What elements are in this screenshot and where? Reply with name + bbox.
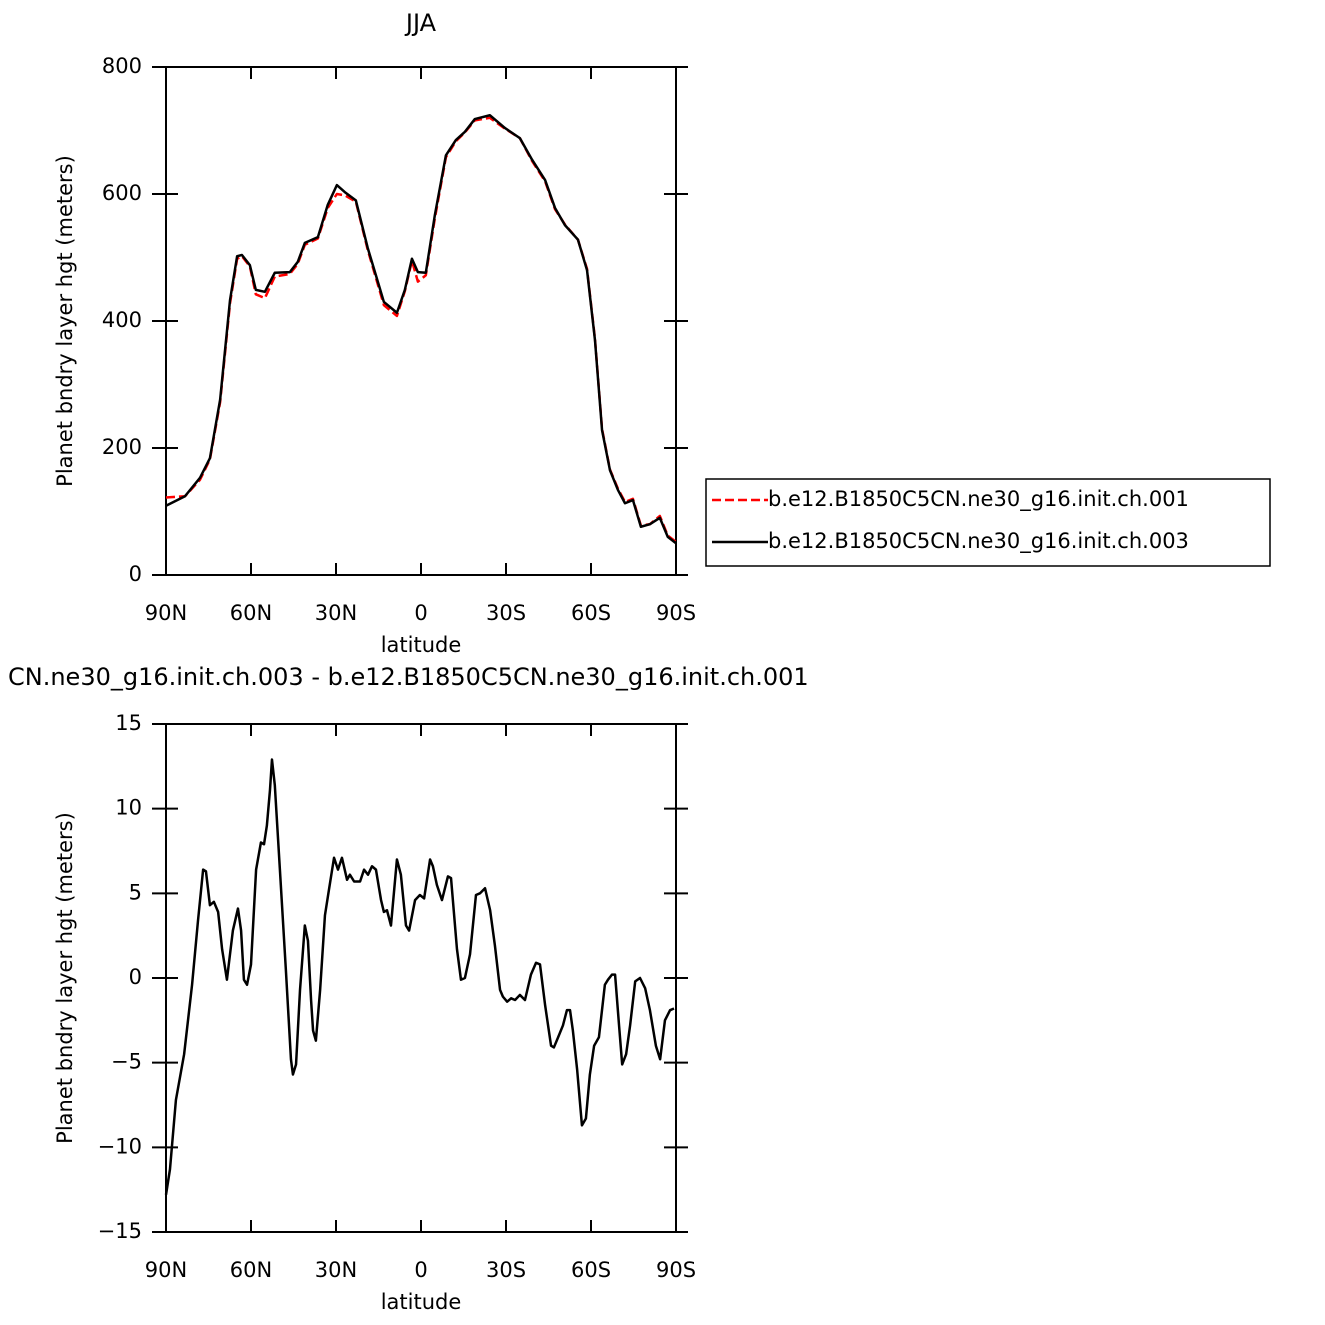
y-tick-label: 200	[102, 435, 142, 459]
x-tick-label: 30S	[486, 1258, 526, 1282]
y-tick-label: −5	[111, 1050, 142, 1074]
data-line	[164, 758, 675, 1195]
y-tick-label: 5	[129, 880, 142, 904]
data-line	[165, 114, 677, 545]
y-tick-label: 15	[115, 711, 142, 735]
legend-label: b.e12.B1850C5CN.ne30_g16.init.ch.003	[768, 529, 1189, 554]
y-tick-label: 600	[102, 181, 142, 205]
x-tick-label: 60S	[571, 601, 611, 625]
y-tick-label: −15	[98, 1219, 142, 1243]
y-tick-label: 400	[102, 308, 142, 332]
x-tick-label: 60N	[230, 601, 272, 625]
y-tick-label: 0	[129, 965, 142, 989]
y-axis-label: Planet bndry layer hgt (meters)	[53, 812, 77, 1144]
x-tick-label: 90S	[656, 601, 696, 625]
chart-title: JJA	[404, 9, 437, 37]
legend-box	[705, 478, 1271, 567]
x-tick-label: 60S	[571, 1258, 611, 1282]
x-tick-label: 0	[414, 601, 427, 625]
y-tick-label: 0	[129, 562, 142, 586]
y-tick-label: 10	[115, 796, 142, 820]
x-axis-label: latitude	[381, 1290, 462, 1314]
x-tick-label: 0	[414, 1258, 427, 1282]
y-tick-label: 800	[102, 54, 142, 78]
legend-label: b.e12.B1850C5CN.ne30_g16.init.ch.001	[768, 487, 1189, 512]
plot-frame	[165, 723, 677, 1233]
y-tick-label: −10	[98, 1134, 142, 1158]
chart-title: CN.ne30_g16.init.ch.003 - b.e12.B1850C5C…	[8, 663, 809, 691]
x-tick-label: 30N	[315, 601, 357, 625]
data-line	[165, 116, 677, 543]
x-tick-label: 30S	[486, 601, 526, 625]
y-axis-label: Planet bndry layer hgt (meters)	[53, 155, 77, 487]
x-tick-label: 90N	[145, 1258, 187, 1282]
x-tick-label: 90S	[656, 1258, 696, 1282]
x-tick-label: 90N	[145, 601, 187, 625]
x-tick-label: 60N	[230, 1258, 272, 1282]
x-axis-label: latitude	[381, 633, 462, 657]
x-tick-label: 30N	[315, 1258, 357, 1282]
plot-frame	[165, 66, 677, 576]
